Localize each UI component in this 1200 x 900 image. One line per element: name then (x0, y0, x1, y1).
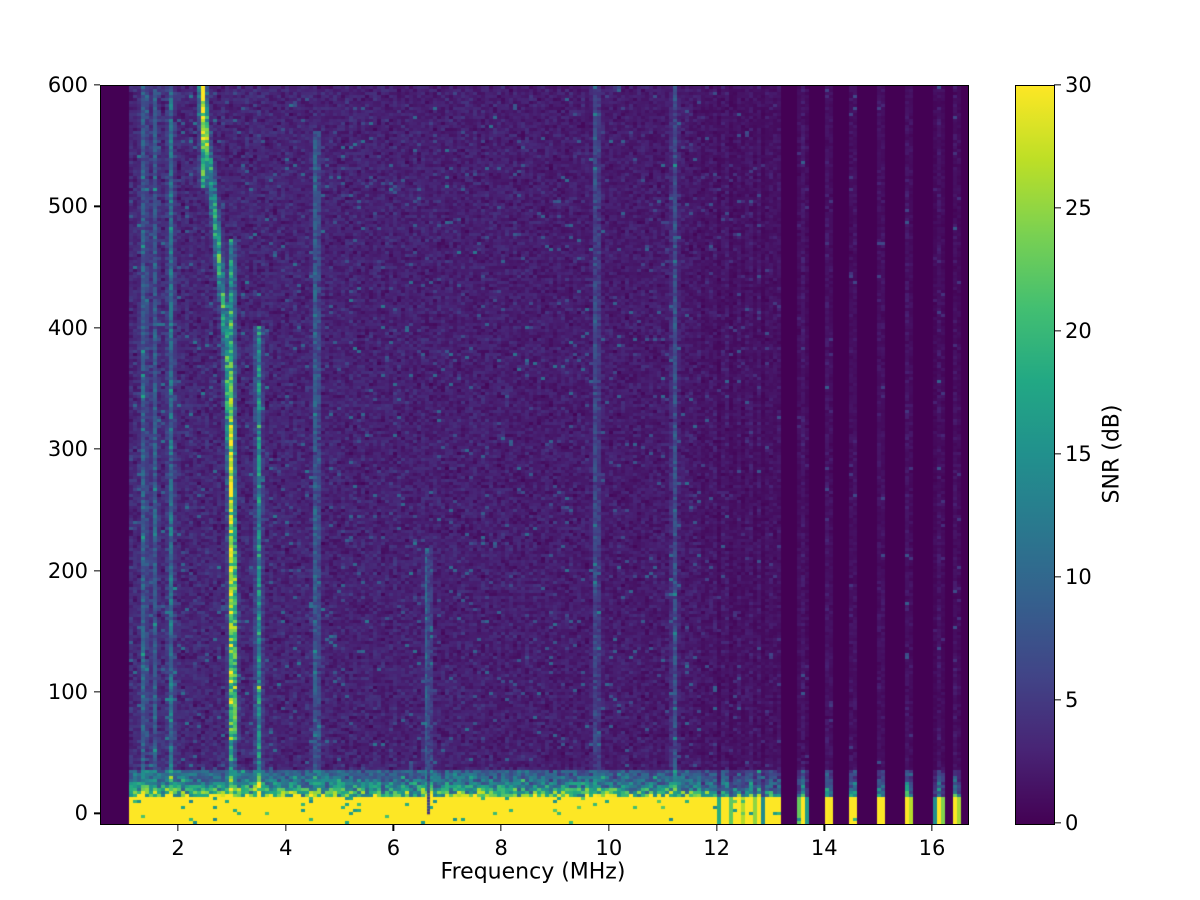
colorbar-tick-mark (1054, 576, 1061, 578)
colorbar-tick-label: 10 (1065, 565, 1092, 589)
colorbar-tick-label: 15 (1065, 442, 1092, 466)
y-tick-label: 100 (47, 679, 88, 704)
colorbar-label: SNR (dB) (1099, 404, 1125, 504)
colorbar (1015, 85, 1055, 825)
colorbar-tick-mark (1054, 207, 1061, 209)
x-tick-mark (392, 824, 395, 831)
y-tick-mark (93, 84, 100, 86)
y-tick-mark (93, 448, 100, 450)
colorbar-tick-label: 20 (1065, 319, 1092, 343)
y-tick-mark (93, 327, 100, 329)
x-tick-label: 12 (703, 836, 730, 860)
x-axis-label: Frequency (MHz) (440, 859, 626, 885)
x-tick-mark (823, 824, 825, 831)
y-tick-label: 0 (74, 801, 88, 826)
y-tick-label: 200 (47, 558, 88, 583)
y-tick-mark (93, 812, 100, 814)
x-tick-label: 14 (810, 836, 838, 860)
colorbar-tick-mark (1054, 453, 1061, 455)
colorbar-tick-mark (1054, 84, 1061, 86)
x-tick-label: 2 (171, 836, 185, 860)
x-tick-mark (177, 824, 179, 831)
ionogram-plot-area (100, 85, 969, 825)
colorbar-tick-label: 30 (1065, 73, 1092, 97)
colorbar-tick-label: 0 (1065, 811, 1079, 835)
x-tick-label: 6 (386, 836, 401, 860)
x-tick-label: 8 (494, 836, 508, 860)
x-tick-label: 10 (595, 836, 623, 860)
x-tick-mark (608, 824, 610, 831)
y-tick-mark (93, 691, 100, 693)
x-tick-mark (500, 824, 502, 831)
colorbar-tick-mark (1054, 330, 1061, 332)
ionogram-heatmap-canvas (101, 86, 968, 824)
y-tick-mark (93, 569, 100, 572)
colorbar-tick-mark (1054, 822, 1061, 824)
colorbar-tick-mark (1054, 699, 1061, 701)
y-tick-mark (93, 205, 100, 208)
colorbar-tick-label: 25 (1065, 196, 1092, 220)
y-tick-label: 500 (47, 194, 88, 219)
y-tick-label: 600 (47, 73, 88, 97)
x-tick-mark (285, 824, 287, 831)
y-tick-label: 400 (47, 315, 88, 340)
x-tick-mark (715, 824, 718, 831)
y-tick-label: 300 (47, 437, 88, 462)
colorbar-tick-label: 5 (1065, 688, 1079, 712)
x-tick-label: 4 (279, 836, 293, 860)
x-tick-label: 16 (918, 836, 946, 860)
x-tick-mark (931, 824, 933, 831)
